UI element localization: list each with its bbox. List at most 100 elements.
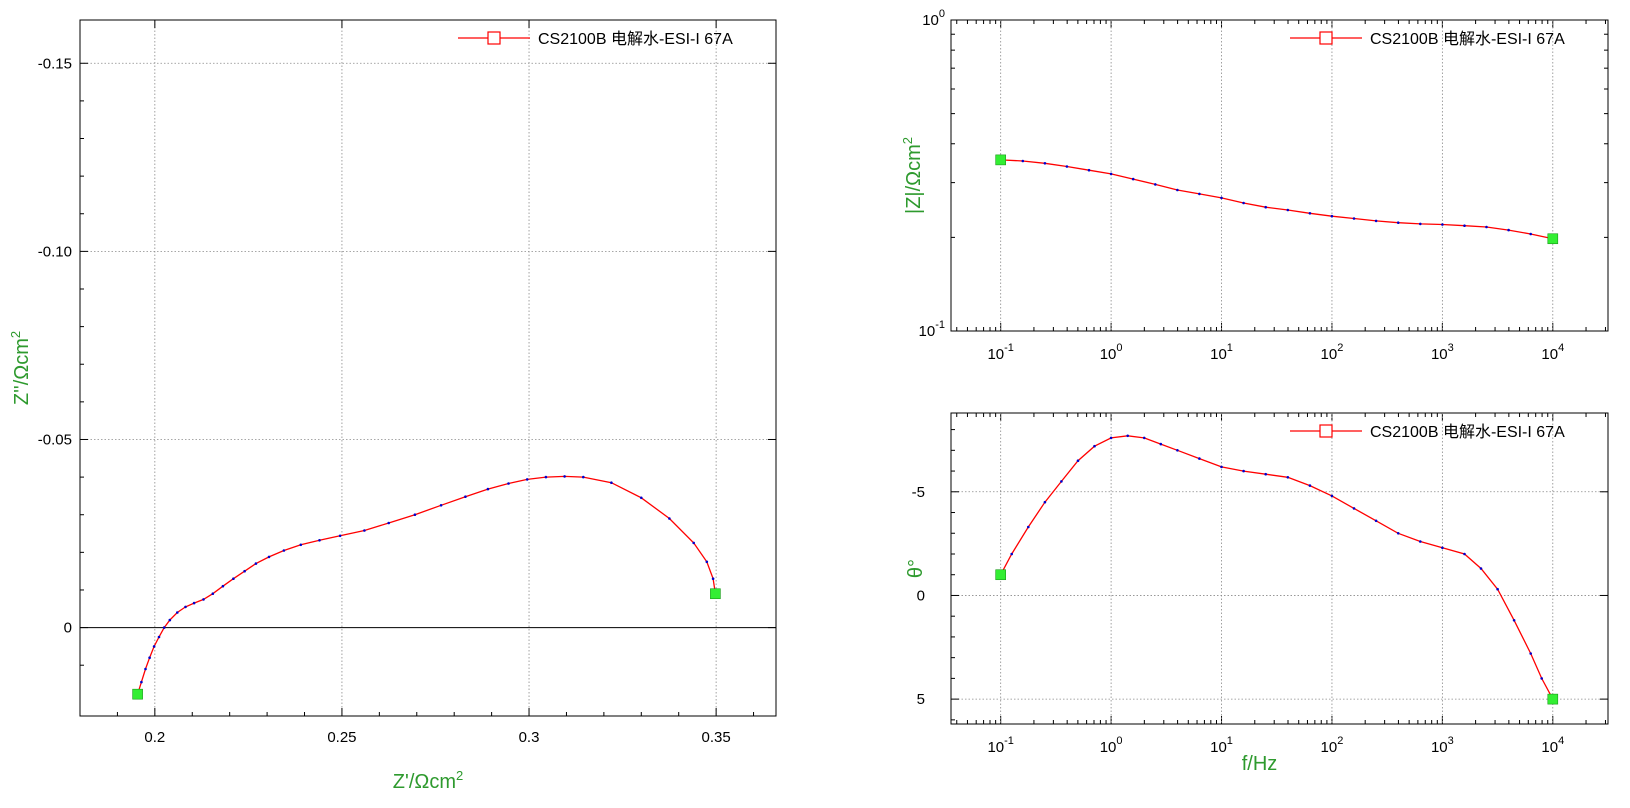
x-tick-label-phase-5: 104 xyxy=(1541,735,1564,756)
data-point-nyquist-13 xyxy=(221,584,225,588)
y-tick-label-phase-2: -5 xyxy=(912,484,925,501)
y-tick-label-phase-0: 5 xyxy=(917,691,925,708)
data-point-phase-23 xyxy=(1441,546,1444,550)
data-point-nyquist-12 xyxy=(211,592,215,595)
x-tick-label-nyquist-3: 0.35 xyxy=(702,729,731,746)
data-point-magnitude-18 xyxy=(1396,221,1400,224)
x-tick-label-phase-2: 101 xyxy=(1210,735,1233,756)
data-point-magnitude-20 xyxy=(1441,223,1444,226)
x-tick-label-magnitude-4: 103 xyxy=(1431,342,1454,363)
data-point-phase-14 xyxy=(1242,469,1245,473)
y-tick-label-nyquist-2: -0.10 xyxy=(38,243,72,260)
x-tick-label-magnitude-0: 10-1 xyxy=(987,342,1013,363)
data-point-nyquist-28 xyxy=(507,482,510,485)
series-line-phase xyxy=(1000,435,1554,700)
x-tick-label-nyquist-2: 0.3 xyxy=(519,729,540,746)
data-point-nyquist-7 xyxy=(168,618,172,622)
data-point-magnitude-19 xyxy=(1419,222,1422,226)
x-tick-label-phase-0: 10-1 xyxy=(987,735,1013,756)
data-point-phase-2 xyxy=(1027,525,1030,529)
y-tick-label-phase-1: 0 xyxy=(917,587,925,604)
data-point-nyquist-36 xyxy=(692,541,695,545)
data-point-phase-1 xyxy=(1010,552,1013,556)
data-point-phase-9 xyxy=(1142,436,1146,440)
x-tick-label-nyquist-1: 0.25 xyxy=(327,729,356,746)
data-point-nyquist-35 xyxy=(668,517,671,520)
data-point-nyquist-24 xyxy=(413,513,417,516)
data-point-magnitude-22 xyxy=(1485,225,1488,229)
endpoint-marker-nyquist-end xyxy=(710,588,721,600)
data-point-phase-11 xyxy=(1176,449,1179,452)
y-tick-label-nyquist-1: -0.05 xyxy=(38,431,72,448)
data-point-nyquist-9 xyxy=(184,605,187,609)
legend-label-magnitude: CS2100B 电解水-ESI-I 67A xyxy=(1370,30,1565,48)
data-point-nyquist-27 xyxy=(486,487,490,491)
data-point-nyquist-22 xyxy=(363,529,366,532)
data-point-phase-13 xyxy=(1220,465,1223,469)
x-tick-label-nyquist-0: 0.2 xyxy=(144,729,165,746)
data-point-magnitude-8 xyxy=(1176,188,1179,192)
data-point-phase-26 xyxy=(1496,587,1499,591)
data-point-nyquist-14 xyxy=(232,577,235,580)
plot-frame-phase xyxy=(950,412,1609,725)
data-point-magnitude-13 xyxy=(1286,208,1290,212)
data-point-phase-22 xyxy=(1419,540,1422,543)
plot-frame-magnitude xyxy=(950,19,1609,332)
data-point-magnitude-12 xyxy=(1264,205,1267,209)
data-point-magnitude-10 xyxy=(1220,196,1223,200)
data-point-phase-8 xyxy=(1126,434,1129,438)
data-point-magnitude-23 xyxy=(1507,228,1510,232)
nyquist-chart: 0.2 0.25 0.3 0.35 0 -0.05 -0.10 -0.15 CS2100B 电解… xyxy=(8,19,777,793)
data-point-phase-7 xyxy=(1109,436,1113,440)
data-point-nyquist-26 xyxy=(464,495,467,499)
data-point-nyquist-34 xyxy=(640,496,643,500)
series-line-nyquist xyxy=(136,475,717,695)
x-tick-label-phase-3: 102 xyxy=(1321,735,1344,756)
x-axis-label-phase: f/Hz xyxy=(1242,753,1278,775)
data-point-phase-27 xyxy=(1512,619,1516,622)
data-point-nyquist-6 xyxy=(162,626,166,629)
series-line-magnitude xyxy=(1000,159,1553,240)
data-point-magnitude-3 xyxy=(1065,165,1069,168)
data-point-nyquist-38 xyxy=(711,577,715,580)
y-axis-label-phase: θ° xyxy=(905,559,927,578)
y-tick-label-nyquist-3: -0.15 xyxy=(38,55,72,72)
data-point-nyquist-31 xyxy=(563,475,566,478)
data-point-nyquist-4 xyxy=(152,645,156,648)
data-point-nyquist-1 xyxy=(140,680,143,684)
legend-marker-nyquist xyxy=(487,31,501,45)
data-point-phase-12 xyxy=(1198,457,1201,460)
y-tick-label-magnitude-0: 10-1 xyxy=(919,319,945,340)
data-point-nyquist-2 xyxy=(144,667,147,671)
x-tick-label-magnitude-3: 102 xyxy=(1321,342,1344,363)
data-point-phase-6 xyxy=(1093,444,1096,448)
legend-marker-magnitude xyxy=(1319,31,1333,45)
x-tick-label-magnitude-1: 100 xyxy=(1100,342,1123,363)
data-point-phase-18 xyxy=(1330,494,1334,498)
plot-frame-nyquist xyxy=(79,19,777,717)
legend-label-nyquist: CS2100B 电解水-ESI-I 67A xyxy=(538,30,733,48)
data-point-nyquist-20 xyxy=(318,539,321,542)
data-point-nyquist-23 xyxy=(387,521,391,525)
data-point-nyquist-19 xyxy=(299,543,303,547)
data-point-nyquist-5 xyxy=(157,635,161,639)
data-point-nyquist-29 xyxy=(525,478,529,481)
data-point-magnitude-24 xyxy=(1529,232,1532,236)
data-point-nyquist-8 xyxy=(176,611,179,614)
endpoint-marker-phase-start xyxy=(995,569,1006,581)
endpoint-marker-nyquist-start xyxy=(132,688,143,700)
x-tick-label-magnitude-5: 104 xyxy=(1541,342,1564,363)
data-point-magnitude-14 xyxy=(1308,212,1312,215)
data-point-phase-5 xyxy=(1076,459,1080,463)
data-point-nyquist-25 xyxy=(439,504,443,507)
data-point-phase-29 xyxy=(1540,677,1543,680)
data-point-phase-17 xyxy=(1308,484,1312,487)
x-axis-label-nyquist: Z'/Ωcm2 xyxy=(393,768,463,793)
x-tick-label-magnitude-2: 101 xyxy=(1210,342,1233,363)
legend-marker-phase xyxy=(1319,424,1333,438)
data-point-magnitude-11 xyxy=(1242,201,1245,205)
y-axis-label-nyquist: Z''/Ωcm2 xyxy=(8,331,33,405)
data-point-phase-10 xyxy=(1159,442,1163,446)
y-tick-label-magnitude-1: 100 xyxy=(922,8,945,29)
